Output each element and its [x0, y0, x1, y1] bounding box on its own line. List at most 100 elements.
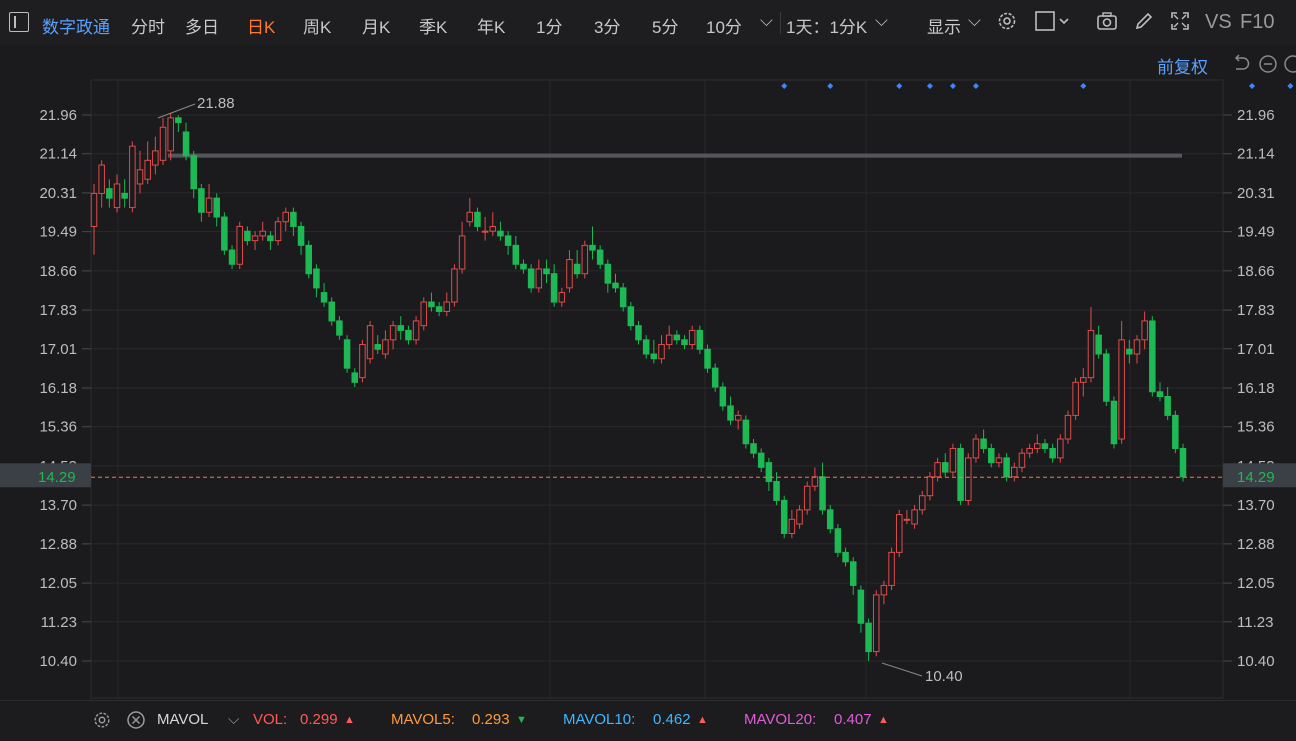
reset-icon[interactable]	[1231, 54, 1251, 74]
gear-icon[interactable]	[996, 10, 1018, 32]
candle-body	[635, 325, 642, 341]
tab-yearly-k[interactable]: 年K	[477, 18, 506, 37]
candle-body	[397, 325, 405, 331]
candle-body	[1018, 452, 1026, 468]
candle-body	[658, 344, 665, 360]
candle-body	[251, 235, 259, 242]
tab-1min[interactable]: 1分	[536, 18, 563, 37]
y-tick-label-left: 11.23	[41, 614, 77, 631]
candle-body	[1011, 466, 1018, 478]
y-tick-label-left: 17.01	[39, 341, 77, 358]
y-tick-label-left: 12.05	[39, 575, 77, 592]
adjust-mode-button[interactable]: 前复权	[1157, 58, 1208, 77]
candle-body	[481, 230, 489, 233]
y-tick-label-left: 19.49	[39, 224, 77, 241]
tab-monthly-k[interactable]: 月K	[362, 18, 391, 37]
sidebar-toggle-icon[interactable]	[9, 12, 29, 32]
candle-body	[1110, 400, 1118, 445]
camera-icon[interactable]	[1096, 10, 1118, 32]
candle-body	[673, 334, 681, 341]
event-marker-icon	[896, 83, 903, 89]
candle-body	[903, 518, 911, 521]
display-menu[interactable]: 显示	[927, 18, 961, 37]
tab-multiday[interactable]: 多日	[185, 18, 219, 37]
candle-body	[366, 325, 374, 360]
candle-body	[819, 476, 826, 511]
candle-body	[811, 476, 819, 487]
candle-body	[988, 447, 995, 464]
vs-button[interactable]: VS	[1205, 11, 1232, 33]
y-tick-label-left: 10.40	[39, 653, 77, 670]
event-marker-icon	[1249, 83, 1256, 89]
candle-body	[895, 514, 903, 553]
tab-weekly-k[interactable]: 周K	[303, 18, 332, 37]
current-price-label-right: 14.29	[1237, 469, 1275, 486]
tab-daily-k[interactable]: 日K	[247, 18, 276, 37]
chevron-down-icon[interactable]: ⌵	[875, 11, 888, 30]
close-icon[interactable]	[126, 710, 146, 730]
candle-body	[113, 183, 121, 209]
y-tick-label-right: 16.18	[1237, 380, 1275, 397]
candle-body	[274, 221, 282, 242]
kline-svg[interactable]: 21.96 21.14 20.31 19.49 18.66 17.83 17.01 16.18…	[0, 46, 1296, 700]
mavol20-value: 0.407	[834, 711, 872, 728]
tab-quarterly-k[interactable]: 季K	[419, 18, 448, 37]
tab-10min[interactable]: 10分	[706, 18, 742, 37]
plot-frame	[90, 79, 1224, 699]
f10-button[interactable]: F10	[1240, 11, 1275, 33]
candle-body	[780, 499, 788, 534]
chevron-down-icon[interactable]: ⌵	[760, 11, 773, 30]
candle-body	[589, 244, 596, 251]
candle-body	[412, 320, 420, 341]
fullscreen-icon[interactable]	[1169, 10, 1191, 32]
indicator-bar: MAVOL ⌵ VOL: 0.299 ▲ MAVOL5: 0.293 ▼ MAV…	[0, 700, 1296, 741]
stock-name[interactable]: 数字政通	[42, 18, 110, 37]
candle-body	[1026, 447, 1033, 454]
candle-body	[1064, 414, 1072, 440]
candle-body	[681, 339, 688, 346]
candle-body	[328, 301, 336, 322]
candle-body	[627, 306, 635, 327]
candle-body	[474, 211, 481, 227]
gear-icon[interactable]	[92, 710, 112, 730]
candle-body	[796, 509, 803, 525]
candle-body	[336, 320, 343, 336]
tab-intraday[interactable]: 分时	[131, 18, 165, 37]
indicator-name[interactable]: MAVOL	[157, 711, 209, 728]
period-selector[interactable]: 1天：1分K	[786, 18, 868, 37]
candle-body	[1179, 447, 1187, 478]
candle-body	[443, 301, 451, 312]
candle-body	[213, 197, 220, 218]
candle-body	[535, 268, 543, 289]
chevron-down-icon[interactable]: ⌵	[968, 11, 981, 30]
candle-body	[1049, 447, 1056, 459]
candle-body	[734, 414, 742, 421]
candle-body	[98, 164, 105, 194]
candle-body	[581, 244, 589, 275]
candle-body	[665, 334, 673, 346]
candle-body	[1156, 391, 1164, 398]
pencil-icon[interactable]	[1133, 10, 1155, 32]
candle-body	[596, 249, 604, 265]
zoom-in-icon[interactable]	[1283, 54, 1296, 74]
zoom-out-icon[interactable]	[1258, 54, 1278, 74]
candle-body	[757, 452, 765, 468]
candle-body	[1172, 414, 1179, 449]
candle-body	[742, 419, 750, 445]
layout-select-icon[interactable]	[1034, 10, 1074, 32]
y-tick-label-right: 21.14	[1237, 146, 1275, 163]
candle-body	[512, 244, 520, 265]
candle-body	[290, 211, 297, 227]
candle-body	[489, 225, 497, 232]
event-marker-icon	[1080, 83, 1087, 89]
event-marker-icon	[972, 83, 979, 89]
chevron-down-icon[interactable]: ⌵	[228, 711, 240, 728]
kline-chart[interactable]: 21.96 21.14 20.31 19.49 18.66 17.83 17.01 16.18…	[0, 46, 1296, 700]
candle-body	[198, 188, 205, 213]
candle-body	[949, 447, 957, 473]
y-tick-label-right: 20.31	[1237, 185, 1275, 202]
tab-3min[interactable]: 3分	[594, 18, 621, 37]
up-arrow-icon: ▲	[878, 714, 889, 726]
tab-5min[interactable]: 5分	[652, 18, 679, 37]
candle-body	[167, 117, 174, 152]
